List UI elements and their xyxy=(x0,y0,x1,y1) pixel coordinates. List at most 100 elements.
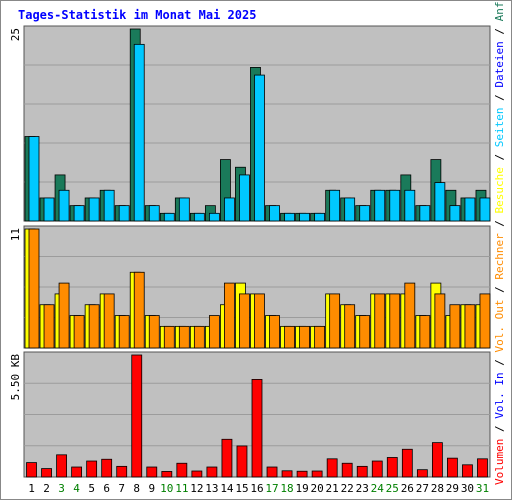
day-label-31: 31 xyxy=(476,482,489,495)
bar-volumen-day-26 xyxy=(401,448,413,478)
bar-rechner-day-24 xyxy=(374,293,386,349)
bar-volumen-day-29 xyxy=(447,457,458,478)
bar-volumen-day-6 xyxy=(101,458,113,478)
bar-seiten-day-1 xyxy=(28,136,40,222)
bar-seiten-day-22 xyxy=(344,197,356,222)
day-label-10: 10 xyxy=(160,482,173,495)
bar-seiten-day-8 xyxy=(133,43,145,222)
bar-rechner-day-11 xyxy=(178,325,190,349)
bar-volumen-day-20 xyxy=(311,470,323,478)
bar-volumen-day-9 xyxy=(146,466,158,478)
bar-volumen-day-19 xyxy=(296,470,308,478)
bar-rechner-day-23 xyxy=(359,315,371,349)
bar-seiten-day-3 xyxy=(58,189,70,222)
bar-rechner-day-5 xyxy=(88,304,100,349)
day-label-9: 9 xyxy=(148,482,155,495)
legend-separator: / xyxy=(493,147,506,167)
bar-rechner-day-13 xyxy=(208,315,220,349)
day-label-15: 15 xyxy=(235,482,248,495)
panel-volume-bars xyxy=(26,354,488,478)
legend-separator: / xyxy=(493,353,506,373)
bar-rechner-day-1 xyxy=(28,228,40,349)
bar-seiten-day-28 xyxy=(434,182,446,222)
bar-seiten-day-7 xyxy=(118,205,130,222)
bar-volumen-day-15 xyxy=(236,445,248,478)
legend-item-besuche: Besuche xyxy=(493,167,506,213)
bar-rechner-day-28 xyxy=(434,293,446,349)
bar-volumen-day-23 xyxy=(356,465,368,478)
legend-item-vol-out: Vol. Out xyxy=(493,300,506,353)
bar-seiten-day-30 xyxy=(464,197,476,222)
bar-seiten-day-20 xyxy=(314,212,326,222)
bar-rechner-day-6 xyxy=(103,293,115,349)
bar-volumen-day-14 xyxy=(221,438,233,478)
bar-volumen-day-18 xyxy=(281,470,293,478)
bar-seiten-day-25 xyxy=(389,189,401,222)
day-label-19: 19 xyxy=(295,482,308,495)
bar-volumen-day-4 xyxy=(71,466,83,478)
bar-volumen-day-11 xyxy=(176,462,188,478)
legend-item-vol-in: Vol. In xyxy=(493,372,506,418)
bar-seiten-day-15 xyxy=(239,174,250,222)
bar-seiten-day-11 xyxy=(178,197,190,222)
legend-item-dateien: Dateien xyxy=(493,41,506,87)
bar-volumen-day-31 xyxy=(477,458,488,478)
day-labels: 1 2 3 4 5 6 7 8 9 10 11 12 13 14 15 16 17 18 19 20 21 22 23 24 2… xyxy=(28,482,489,495)
day-label-28: 28 xyxy=(431,482,444,495)
legend-separator: / xyxy=(493,419,506,439)
day-label-27: 27 xyxy=(416,482,429,495)
bar-seiten-day-4 xyxy=(73,205,85,222)
bar-seiten-day-10 xyxy=(163,212,175,222)
legend-item-volumen: Volumen xyxy=(493,439,506,485)
bar-volumen-day-21 xyxy=(326,458,338,478)
day-label-1: 1 xyxy=(28,482,35,495)
bar-rechner-day-27 xyxy=(419,315,431,349)
bar-rechner-day-3 xyxy=(58,282,70,349)
bar-seiten-day-24 xyxy=(374,189,386,222)
bar-seiten-day-5 xyxy=(88,197,100,222)
day-label-17: 17 xyxy=(265,482,278,495)
panel-hits-bars xyxy=(24,28,491,222)
bar-volumen-day-25 xyxy=(386,457,398,478)
bar-seiten-day-31 xyxy=(479,197,491,222)
day-label-30: 30 xyxy=(461,482,474,495)
bar-volumen-day-16 xyxy=(251,378,263,478)
bar-seiten-day-27 xyxy=(419,205,431,222)
day-label-7: 7 xyxy=(118,482,125,495)
bar-rechner-day-9 xyxy=(148,315,160,349)
bar-volumen-day-10 xyxy=(161,471,173,478)
day-label-14: 14 xyxy=(220,482,234,495)
legend-separator: / xyxy=(493,280,506,300)
day-label-21: 21 xyxy=(326,482,339,495)
day-label-26: 26 xyxy=(401,482,414,495)
legend: Volumen / Vol. In / Vol. Out / Rechner /… xyxy=(493,0,506,485)
bar-rechner-day-16 xyxy=(254,293,265,349)
bar-rechner-day-22 xyxy=(344,304,356,349)
bar-volumen-day-13 xyxy=(206,466,218,478)
day-label-13: 13 xyxy=(205,482,218,495)
day-label-8: 8 xyxy=(133,482,140,495)
bar-rechner-day-4 xyxy=(73,315,85,349)
panels: 25 11 5.50 KB xyxy=(9,25,491,478)
bar-volumen-day-7 xyxy=(116,465,128,478)
legend-item-anfragen: Anfragen xyxy=(493,0,506,21)
legend-separator: / xyxy=(493,213,506,233)
bar-volumen-day-2 xyxy=(41,468,52,478)
day-label-16: 16 xyxy=(250,482,263,495)
bar-rechner-day-25 xyxy=(389,293,401,349)
day-label-12: 12 xyxy=(190,482,203,495)
legend-text: Volumen / Vol. In / Vol. Out / Rechner /… xyxy=(493,0,506,485)
day-label-3: 3 xyxy=(58,482,65,495)
legend-separator: / xyxy=(493,88,506,108)
bar-rechner-day-30 xyxy=(464,304,476,349)
bar-rechner-day-2 xyxy=(43,304,55,349)
bar-volumen-day-28 xyxy=(431,442,443,478)
bar-seiten-day-12 xyxy=(193,212,205,222)
panel-hits-ymax-label: 25 xyxy=(9,28,22,41)
bar-volumen-day-27 xyxy=(416,469,428,478)
bar-seiten-day-6 xyxy=(103,189,115,222)
day-label-24: 24 xyxy=(371,482,385,495)
panel-volume: 5.50 KB xyxy=(9,351,491,478)
day-label-20: 20 xyxy=(311,482,324,495)
